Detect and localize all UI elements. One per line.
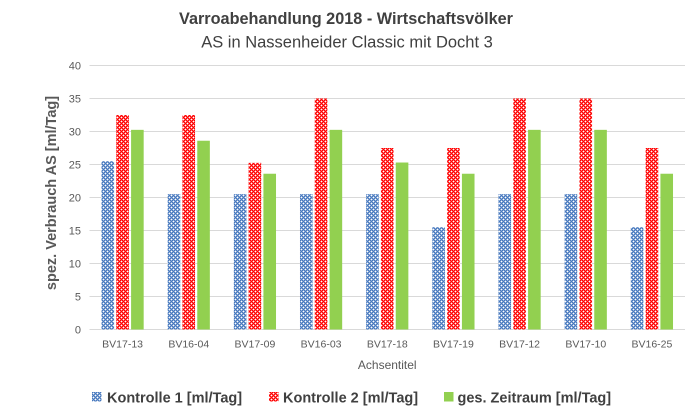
- svg-text:BV16-04: BV16-04: [168, 339, 209, 351]
- svg-text:25: 25: [69, 160, 81, 172]
- svg-text:40: 40: [69, 61, 81, 73]
- svg-text:ges. Zeitraum [ml/Tag]: ges. Zeitraum [ml/Tag]: [458, 391, 612, 407]
- svg-text:BV17-12: BV17-12: [499, 339, 540, 351]
- svg-text:Varroabehandlung 2018 - Wirtsc: Varroabehandlung 2018 - Wirtschaftsvölke…: [179, 10, 514, 28]
- svg-text:BV16-03: BV16-03: [301, 339, 342, 351]
- svg-text:Achsentitel: Achsentitel: [358, 358, 417, 372]
- svg-text:5: 5: [75, 292, 81, 304]
- svg-text:20: 20: [69, 193, 81, 205]
- svg-text:BV17-13: BV17-13: [102, 339, 143, 351]
- svg-text:spez. Verbrauch AS [ml/Tag]: spez. Verbrauch AS [ml/Tag]: [44, 96, 60, 290]
- svg-text:BV17-10: BV17-10: [565, 339, 606, 351]
- svg-text:35: 35: [69, 94, 81, 106]
- svg-text:BV16-25: BV16-25: [631, 339, 672, 351]
- svg-text:Kontrolle 2 [ml/Tag]: Kontrolle 2 [ml/Tag]: [283, 391, 418, 407]
- svg-text:10: 10: [69, 259, 81, 271]
- svg-text:AS in Nassenheider Classic mit: AS in Nassenheider Classic mit Docht 3: [201, 34, 493, 52]
- svg-text:15: 15: [69, 226, 81, 238]
- svg-text:BV17-18: BV17-18: [367, 339, 408, 351]
- svg-text:Kontrolle 1 [ml/Tag]: Kontrolle 1 [ml/Tag]: [107, 391, 242, 407]
- svg-text:30: 30: [69, 127, 81, 139]
- svg-text:BV17-09: BV17-09: [234, 339, 275, 351]
- svg-text:BV17-19: BV17-19: [433, 339, 474, 351]
- svg-text:0: 0: [75, 325, 81, 337]
